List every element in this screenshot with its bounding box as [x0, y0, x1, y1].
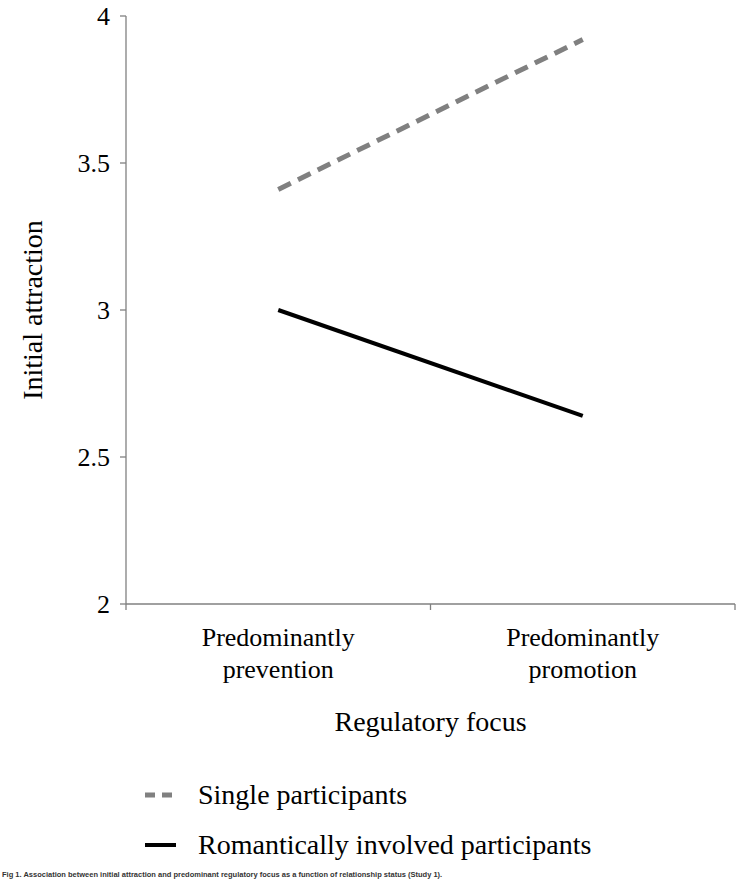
x-tick-label-line: promotion — [529, 655, 637, 684]
plot-area — [278, 40, 583, 416]
x-tick-label-line: Predominantly — [202, 623, 355, 652]
x-tick-label-line: Predominantly — [506, 623, 659, 652]
y-tick-label: 4 — [97, 2, 110, 31]
caption: Fig 1. Association between initial attra… — [2, 870, 442, 879]
legend-label: Romantically involved participants — [198, 829, 591, 860]
x-tick-label: Predominantly prevention — [202, 623, 355, 684]
x-tick — [430, 604, 431, 610]
legend-swatch — [145, 793, 176, 798]
y-tick — [120, 603, 126, 604]
legend-label: Single participants — [198, 779, 407, 810]
series-line — [278, 310, 583, 416]
y-tick — [120, 456, 126, 457]
x-tick-label: Predominantly promotion — [506, 623, 659, 684]
series-line — [278, 40, 583, 190]
y-tick-label: 2.5 — [78, 443, 111, 472]
y-tick-label: 3 — [97, 296, 110, 325]
x-axis-label: Regulatory focus — [334, 706, 526, 737]
axes: 22.533.54PredominantlypreventionPredomin… — [78, 2, 736, 684]
y-tick-label: 3.5 — [78, 149, 111, 178]
y-tick — [120, 15, 126, 16]
y-axis-label: Initial attraction — [17, 220, 48, 400]
chart: 22.533.54PredominantlypreventionPredomin… — [0, 0, 740, 881]
y-tick — [120, 162, 126, 163]
y-tick — [120, 309, 126, 310]
legend: Single participants Romantically involved… — [145, 779, 591, 860]
x-tick — [125, 604, 126, 610]
x-tick — [734, 604, 735, 610]
legend-swatch — [145, 843, 176, 847]
x-tick-label-line: prevention — [223, 655, 334, 684]
y-tick-label: 2 — [97, 590, 110, 619]
